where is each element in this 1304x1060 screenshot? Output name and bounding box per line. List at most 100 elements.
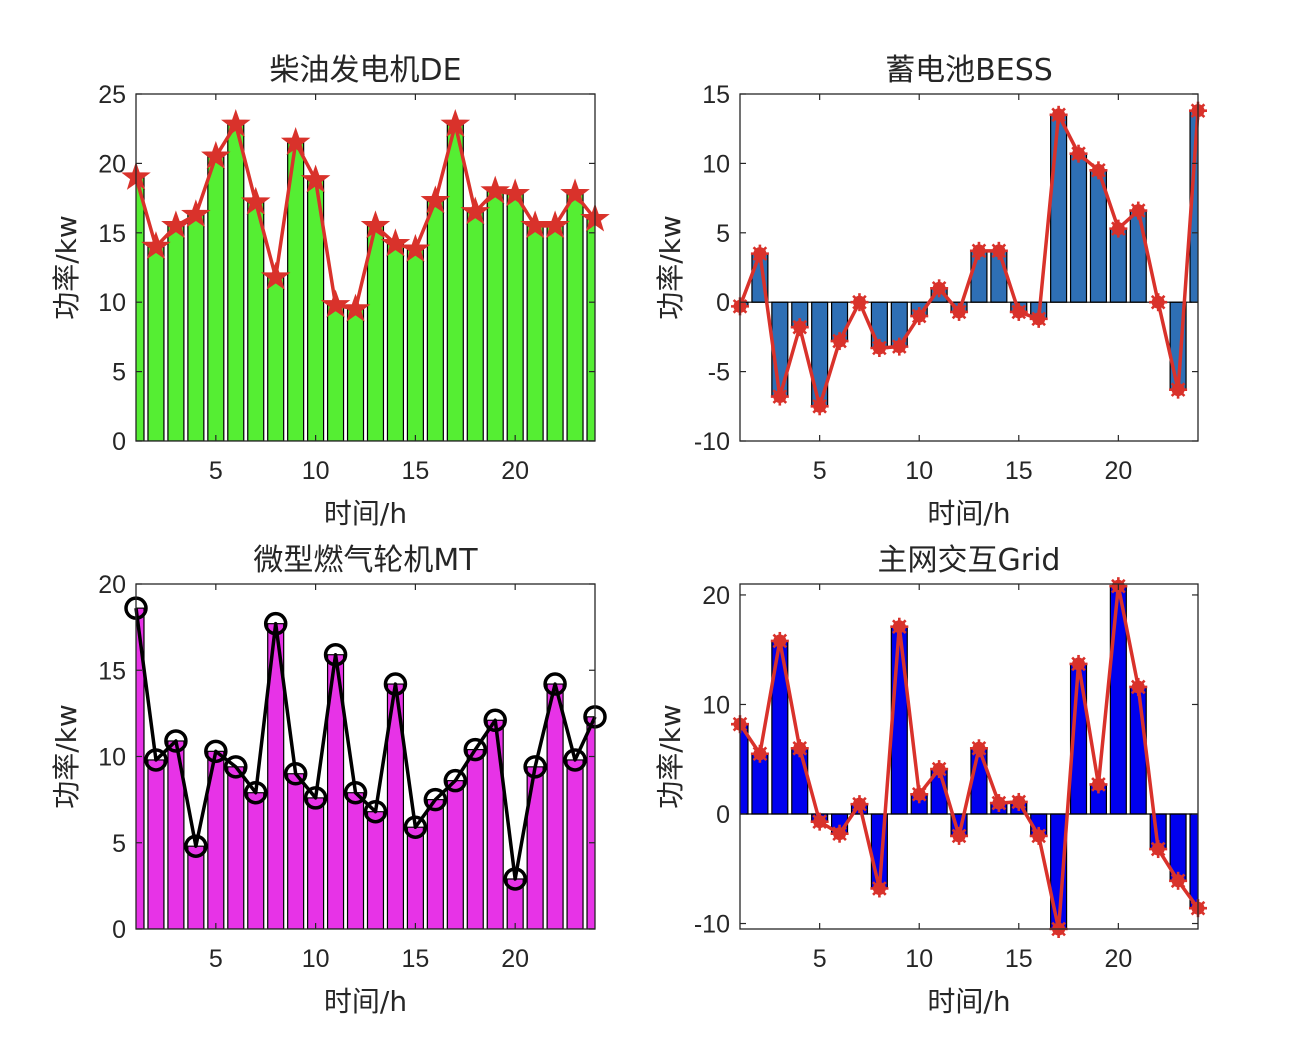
chart2-point-12 [950,302,969,321]
chart1-point-17 [440,109,471,138]
chart1-point-14 [380,228,411,257]
chart3-point-18 [463,737,488,762]
chart4-point-21 [1129,677,1148,696]
chart2-bar-18 [1069,153,1088,303]
chart4-bar-24 [1189,813,1198,909]
chart3-ytick-label-5: 20 [98,571,126,599]
chart4-ytick-label-1: -10 [694,911,730,939]
chart4-ytick-label-2: 0 [716,801,730,829]
chart1-point-16 [420,185,451,214]
chart2-ylabel: 功率/kw [654,215,687,320]
chart3-ytick-label-4: 15 [98,657,126,685]
chart2-point-21 [1129,201,1148,220]
chart3-xtick-label-3: 15 [401,945,429,973]
chart1-bar-16 [426,200,444,441]
chart4-bar-4 [791,747,809,815]
chart3-point-23 [563,748,587,772]
chart3-bar-22 [546,683,564,929]
chart1-bar-15 [406,248,424,441]
chart4-point-8 [870,879,889,898]
chart3-point-6 [224,755,248,779]
chart4-axes-box [739,583,1199,930]
chart1-point-13 [360,210,391,239]
chart2-point-22 [1149,293,1168,312]
chart2-point-5 [810,397,829,416]
chart1-bar-11 [326,304,345,441]
chart4-xtick-label-1: 5 [813,945,827,973]
chart1-xtick-label-3: 15 [401,457,429,485]
chart4-xtick-label-3: 15 [1005,945,1033,973]
chart4-point-7 [850,795,869,814]
chart2-axes-box [739,93,1199,442]
chart2-xtick-label-1: 5 [813,457,827,485]
chart2: 5 10 15 20 -10 -5 0 5 10 15 蓄电池BESS 时间/h 功率/kw [654,53,1207,530]
chart4-point-5 [810,812,829,831]
chart1-bar-18 [466,211,484,441]
chart2-point-18 [1069,144,1088,163]
chart3-bar-16 [426,799,444,929]
chart4-point-10 [910,785,929,804]
chart3-point-10 [303,786,328,810]
chart3-bar-13 [366,811,385,929]
chart4-point-19 [1089,775,1108,794]
chart4-ytick-label-3: 10 [702,691,730,719]
chart1-point-5 [201,140,231,170]
chart1-point-18 [460,196,491,225]
chart1-point-7 [240,186,271,215]
chart4-xtick-label-4: 20 [1104,945,1132,973]
chart3-xtick-label-1: 5 [209,945,223,973]
chart3-point-15 [403,815,428,839]
chart1-point-9 [280,127,311,156]
chart4-series-line [738,584,1200,931]
chart2-point-10 [910,307,929,326]
chart1-point-23 [560,178,590,207]
chart1-bar-6 [227,123,245,441]
chart1-point-20 [500,178,530,207]
chart1-point-6 [221,109,251,138]
chart4-xlabel: 时间/h [927,985,1010,1018]
chart3-bar-9 [287,773,305,929]
chart4-bar-13 [970,747,988,815]
chart3-bar-7 [247,792,265,929]
chart2-point-9 [890,337,909,356]
chart1-point-12 [340,293,371,322]
chart4-point-11 [930,760,949,779]
chart2-title: 蓄电池BESS [885,53,1053,88]
chart3-bar-4 [187,845,205,929]
chart3-title: 微型燃气轮机MT [253,543,478,578]
chart1-point-10 [300,164,331,193]
chart1-ytick-label-2: 5 [112,359,126,387]
chart3-point-19 [483,708,507,733]
chart4-point-6 [830,824,849,843]
chart1-ytick-label-1: 0 [112,428,126,456]
chart4-point-15 [1009,792,1028,811]
chart3-series-line [134,607,597,881]
chart2-point-14 [989,241,1008,260]
chart3-ytick-label-3: 10 [98,744,126,772]
chart1-ytick-label-3: 10 [98,289,126,317]
chart1-bar-24 [586,218,595,441]
chart4-point-3 [770,631,789,650]
chart1-bar-21 [526,225,544,441]
chart1-point-3 [161,210,191,239]
chart4-point-13 [969,739,988,758]
chart3-bar-15 [406,826,424,929]
chart1-bar-4 [187,214,205,441]
chart1-point-4 [181,199,211,228]
chart1-point-11 [320,289,351,318]
chart2-point-8 [870,339,889,358]
chart1-point-2 [141,231,171,260]
chart2-ytick-label-6: 15 [702,81,730,109]
chart2-point-13 [969,241,988,260]
chart2-point-17 [1049,105,1068,124]
chart3-point-2 [144,748,168,772]
chart3-bar-10 [307,797,325,929]
chart3-point-9 [283,762,308,786]
chart4-ytick-label-4: 20 [702,582,730,610]
chart2-point-3 [770,387,789,406]
chart4-point-9 [890,617,909,636]
chart3-point-16 [423,787,448,812]
chart1-bar-2 [147,246,165,441]
chart4-point-22 [1149,840,1168,859]
